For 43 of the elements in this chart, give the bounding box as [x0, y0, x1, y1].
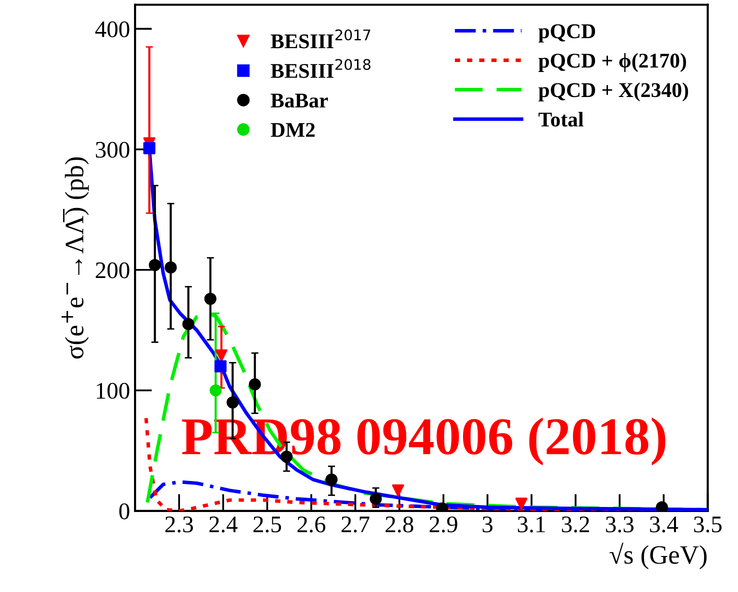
- legend-label: pQCD + X(2340): [538, 82, 688, 102]
- x-tick-label: 2.4: [209, 516, 238, 532]
- legend-label: BESIII$^{2017}$: [270, 29, 370, 48]
- point: [148, 258, 161, 272]
- point: [215, 349, 228, 362]
- x-tick-label: 3.5: [694, 516, 722, 532]
- point: [226, 396, 239, 408]
- x-tick-label: 2.6: [298, 516, 326, 532]
- point: [370, 492, 382, 505]
- y-tick-label: 200: [96, 262, 130, 278]
- legend-label: Total: [538, 112, 584, 127]
- point: [214, 360, 227, 372]
- x-tick-label: 3.4: [650, 516, 678, 532]
- point: [656, 501, 668, 511]
- x-tick-label: 3.3: [606, 516, 634, 532]
- y-tick-label: 100: [96, 382, 130, 399]
- y-axis-title: σ(e$^{+}$e$^{−}$→ΛΛ̅) (pb): [62, 157, 89, 359]
- x-tick-label: 3: [482, 516, 492, 532]
- point: [204, 292, 216, 305]
- x-tick-label: 2.3: [165, 516, 193, 532]
- x-tick-label: 2.9: [430, 516, 458, 532]
- point: [325, 474, 338, 486]
- x-tick-label: 2.8: [386, 516, 414, 532]
- y-tick-label: 400: [95, 21, 130, 38]
- legend-label: BaBar: [270, 94, 328, 108]
- x-tick-label: 2.7: [342, 516, 370, 532]
- point: [182, 318, 194, 330]
- point: [248, 378, 261, 390]
- x-tick-label: 2.5: [253, 516, 282, 532]
- y-tick-label: 300: [96, 142, 130, 158]
- point: [392, 484, 404, 496]
- point: [164, 261, 177, 274]
- legend-label: BESIII$^{2018}$: [270, 58, 370, 78]
- x-axis-title: √s (GeV): [610, 542, 707, 570]
- legend-label: DM2: [270, 123, 315, 137]
- x-tick-label: 3.1: [518, 516, 545, 532]
- point: [515, 498, 528, 510]
- legend-label: pQCD: [538, 24, 596, 43]
- y-tick-label: 0: [119, 503, 130, 520]
- point: [210, 384, 222, 396]
- legend-label: pQCD + ϕ(2170): [538, 53, 686, 72]
- point: [143, 142, 156, 154]
- x-tick-label: 3.2: [562, 516, 590, 532]
